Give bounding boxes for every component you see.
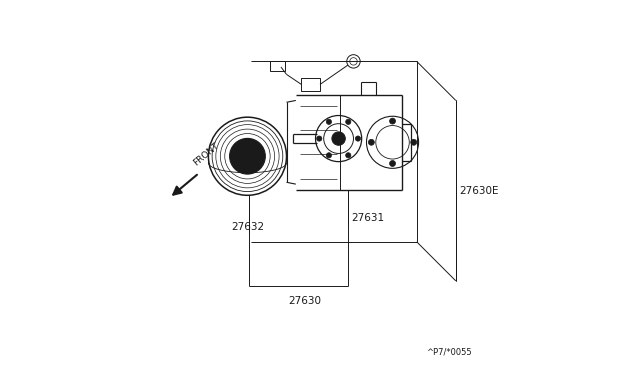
Text: FRONT: FRONT xyxy=(191,141,221,167)
Text: 27632: 27632 xyxy=(232,222,264,232)
Text: 27630E: 27630E xyxy=(459,186,499,196)
Circle shape xyxy=(242,151,253,162)
Circle shape xyxy=(369,140,374,145)
Circle shape xyxy=(233,147,237,151)
Circle shape xyxy=(230,138,266,174)
Circle shape xyxy=(245,140,250,144)
Circle shape xyxy=(346,119,351,124)
Circle shape xyxy=(245,168,250,173)
Text: ^P7/*0055: ^P7/*0055 xyxy=(426,347,472,356)
Circle shape xyxy=(326,119,332,124)
Circle shape xyxy=(326,153,332,158)
Circle shape xyxy=(390,118,396,124)
Circle shape xyxy=(355,136,360,141)
Circle shape xyxy=(257,147,262,151)
Text: 27630: 27630 xyxy=(288,296,321,305)
Circle shape xyxy=(390,161,396,167)
Bar xyxy=(301,78,320,91)
Circle shape xyxy=(233,161,237,166)
Circle shape xyxy=(257,161,262,166)
Circle shape xyxy=(346,153,351,158)
Circle shape xyxy=(411,140,417,145)
Text: 27631: 27631 xyxy=(351,213,384,222)
Bar xyxy=(270,61,285,71)
Circle shape xyxy=(332,132,346,145)
Circle shape xyxy=(317,136,322,141)
